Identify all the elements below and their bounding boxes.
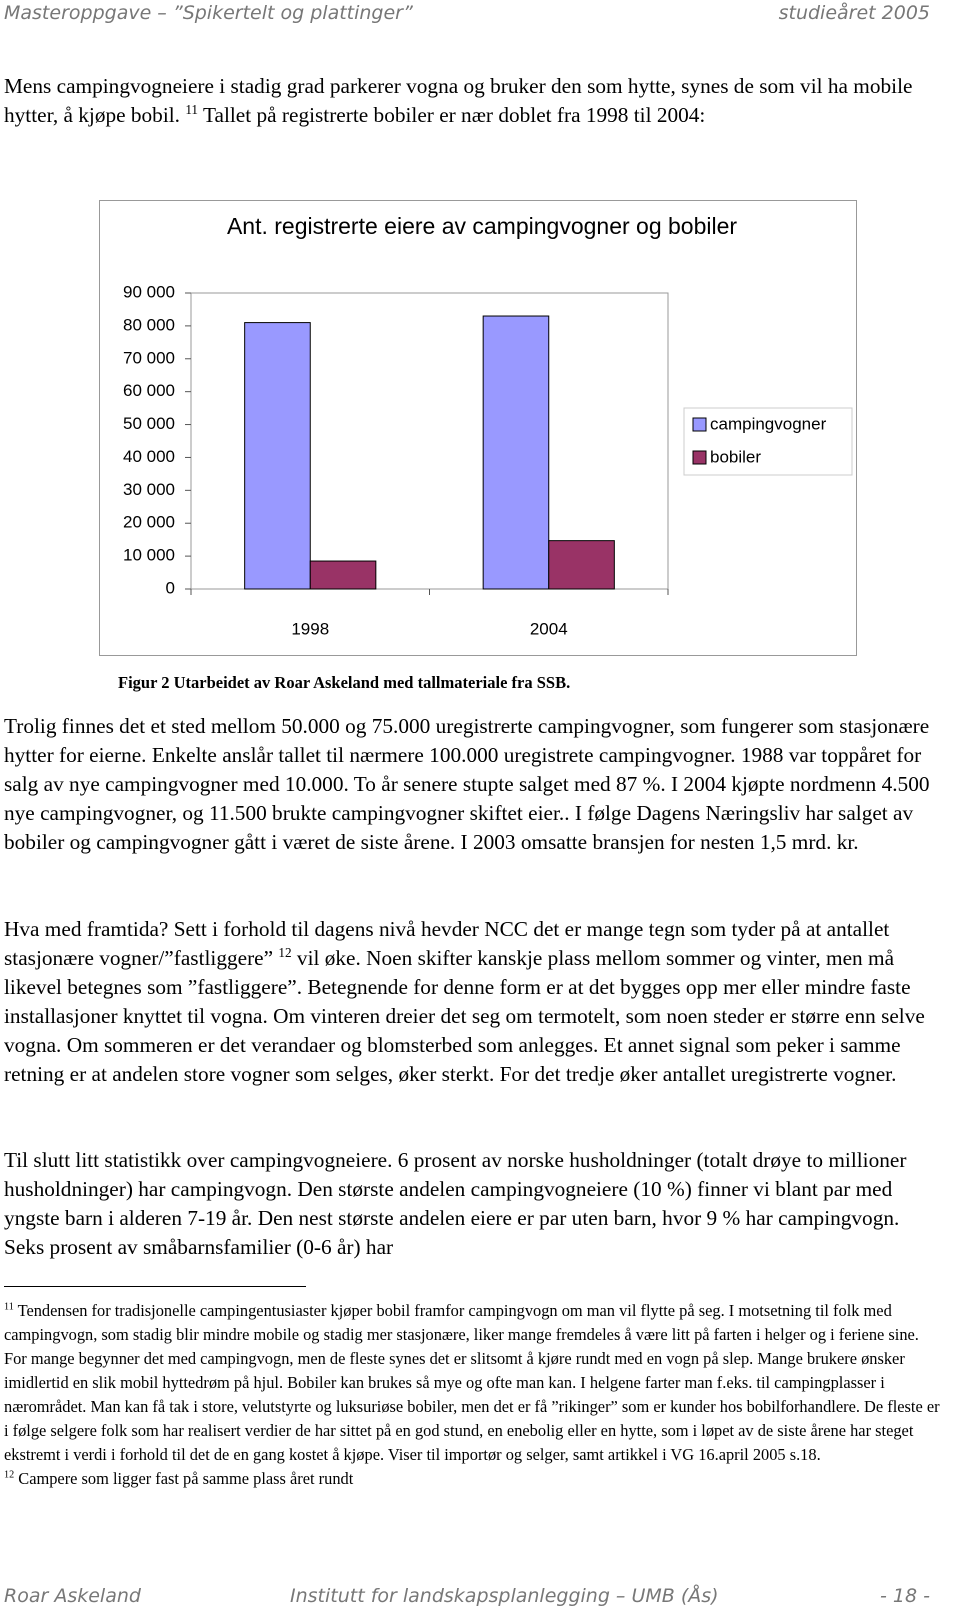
y-tick-label: 50 000 [123,414,175,433]
y-tick-label: 60 000 [123,381,175,400]
legend-swatch [692,417,707,432]
bar [482,315,550,590]
chart-frame [99,200,857,656]
footnote-text: Tendensen for tradisjonelle campingentus… [4,1301,940,1464]
footnote: 11 Tendensen for tradisjonelle campingen… [4,1299,944,1467]
legend-label: bobiler [710,447,761,466]
text-run: Tallet på registrerte bobiler er nær dob… [198,103,706,127]
y-tick-label: 10 000 [123,546,175,565]
bar [548,540,615,590]
figure-caption: Figur 2 Utarbeidet av Roar Askeland med … [118,673,571,692]
header-right: studieåret 2005 [778,2,930,24]
chart: Ant. registrerte eiere av campingvogner … [99,200,857,656]
text-run: vil øke. Noen skifter kanskje plass mell… [4,946,925,1086]
x-tick-label: 1998 [291,619,329,638]
paragraph: Hva med framtida? Sett i forhold til dag… [4,915,938,1089]
y-tick-label: 70 000 [123,348,175,367]
legend-label: campingvogner [710,414,827,433]
legend-swatch [692,450,707,465]
footnotes: 11 Tendensen for tradisjonelle campingen… [4,1299,944,1491]
footnote-number: 11 [4,1301,14,1313]
y-tick-label: 30 000 [123,480,175,499]
bar [244,322,311,590]
text-run: Til slutt litt statistikk over campingvo… [4,1148,907,1259]
chart-title: Ant. registrerte eiere av campingvogner … [227,213,737,239]
footnote-number: 12 [4,1469,15,1481]
text-run: Trolig finnes det et sted mellom 50.000 … [4,714,930,854]
paragraph: Til slutt litt statistikk over campingvo… [4,1146,938,1262]
y-tick-label: 40 000 [123,447,175,466]
footnote: 12 Campere som ligger fast på samme plas… [4,1467,944,1491]
footer-center: Institutt for landskapsplanlegging – UMB… [290,1585,719,1607]
paragraph: Mens campingvogneiere i stadig grad park… [4,72,938,130]
text-run: Mens campingvogneiere i stadig grad park… [4,74,913,127]
footnote-text: Campere som ligger fast på samme plass å… [18,1469,354,1488]
legend-box [683,407,853,476]
y-tick-label: 20 000 [123,513,175,532]
y-tick-label: 0 [166,578,175,597]
bar [309,560,377,590]
paragraph: Trolig finnes det et sted mellom 50.000 … [4,712,938,857]
text-run: Hva med framtida? Sett i forhold til dag… [4,917,890,970]
y-tick-label: 80 000 [123,315,175,334]
footnote-ref: 12 [278,944,292,960]
footer-right: - 18 - [880,1585,930,1607]
x-tick-label: 2004 [530,619,568,638]
header-left: Masteroppgave – ”Spikertelt og plattinge… [4,2,413,24]
y-tick-label: 90 000 [123,282,175,301]
footnote-rule [4,1286,306,1287]
footnote-ref: 11 [185,101,199,117]
footer-left: Roar Askeland [4,1585,141,1607]
